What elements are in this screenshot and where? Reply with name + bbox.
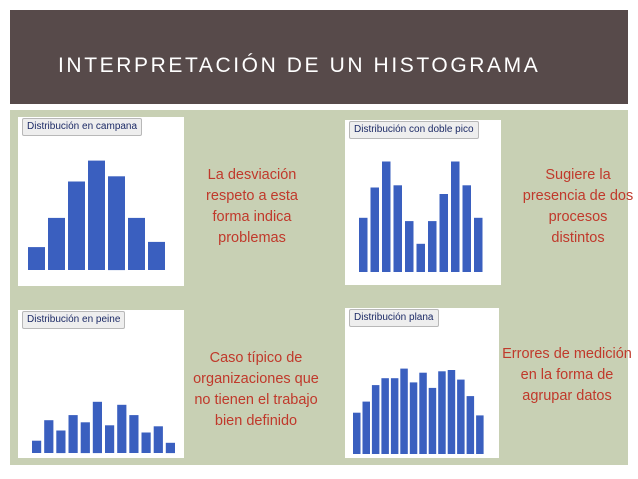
histogram-bar [153, 426, 163, 453]
histogram-bar [370, 187, 379, 272]
histogram-bar [393, 185, 402, 272]
histogram-bar [409, 382, 418, 454]
histogram-bar [353, 412, 361, 454]
flat-chart [353, 368, 484, 454]
histogram-bar [68, 415, 78, 453]
bell-chart [28, 160, 165, 271]
histogram-caption: Distribución en peine [22, 311, 126, 329]
histogram-bar [362, 401, 370, 454]
histogram-bar [92, 401, 102, 454]
histogram-bar [382, 161, 391, 272]
double-peak-description: Sugiere la presencia de dos procesos dis… [522, 167, 634, 246]
histogram-bar [466, 396, 475, 454]
histogram-bell: Distribución en campana [18, 117, 184, 286]
histogram-bar [474, 217, 483, 272]
slide-header: INTERPRETACIÓN DE UN HISTOGRAMA [10, 10, 628, 104]
histogram-bar [371, 385, 380, 454]
histogram-bar [405, 221, 414, 272]
histogram-bar [80, 422, 90, 454]
histogram-bar [141, 432, 151, 453]
comb-chart [32, 401, 175, 454]
histogram-bar [476, 415, 484, 454]
slide-title: INTERPRETACIÓN DE UN HISTOGRAMA [58, 54, 541, 77]
flat-description: Errores de medición en la forma de agrup… [502, 346, 632, 404]
double-peak-chart [359, 161, 483, 272]
histogram-bar [105, 425, 115, 453]
histogram-bar [165, 442, 175, 454]
histogram-bar [381, 378, 389, 454]
histogram-bar [462, 185, 471, 272]
comb-description: Caso típico de organizaciones que no tie… [193, 350, 319, 429]
histogram-caption: Distribución plana [349, 309, 439, 327]
histogram-bar [419, 372, 427, 454]
histogram-bar [129, 415, 139, 453]
histogram-caption: Distribución en campana [22, 118, 143, 136]
histogram-bar [88, 160, 105, 270]
histogram-bar [117, 404, 127, 453]
histogram-bar [451, 161, 460, 272]
histogram-bar [359, 217, 368, 272]
histogram-bar [68, 181, 85, 270]
histogram-bar [56, 430, 66, 454]
histogram-double-peak: Distribución con doble pico [345, 120, 501, 285]
histogram-bar [400, 368, 408, 454]
histogram-bar [457, 379, 465, 454]
histogram-caption: Distribución con doble pico [349, 121, 479, 139]
histogram-bar [28, 247, 45, 270]
bell-description: La desviación respeto a esta forma indic… [206, 167, 298, 246]
histogram-bar [44, 420, 54, 453]
histogram-bar [439, 194, 448, 272]
histogram-bar [108, 176, 125, 271]
histogram-bar [428, 387, 437, 454]
histogram-bar [48, 217, 65, 270]
histogram-bar [447, 370, 456, 454]
histogram-bar [438, 371, 446, 454]
histogram-bar [428, 221, 437, 272]
histogram-bar [128, 217, 145, 270]
histogram-bar [390, 378, 399, 454]
histogram-flat: Distribución plana [345, 308, 499, 458]
histogram-bar [148, 241, 165, 270]
histogram-comb: Distribución en peine [18, 310, 184, 458]
histogram-bar [416, 243, 425, 272]
histogram-bar [32, 440, 42, 453]
